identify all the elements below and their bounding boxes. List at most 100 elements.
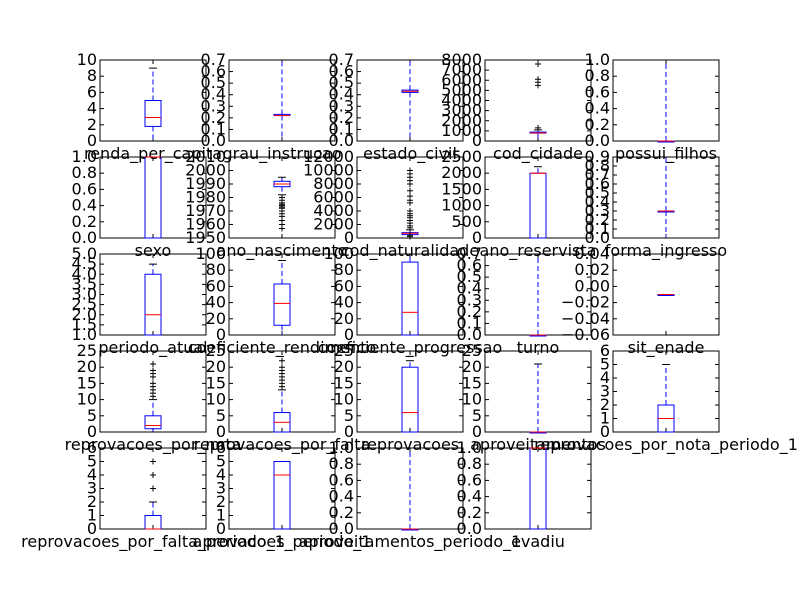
box	[273, 283, 291, 326]
x-axis-label: reprovacoes_por_nota	[65, 435, 242, 455]
y-tick-label: 0	[344, 325, 354, 344]
y-tick-label: 0.2	[585, 210, 610, 229]
flier-point	[407, 187, 413, 194]
y-tick-label: 1.0	[72, 325, 97, 344]
x-axis-label: ano_nascimento	[217, 241, 348, 261]
y-tick-label: 0	[344, 422, 354, 441]
y-tick-label: 10	[206, 390, 226, 409]
y-tick-label: 0.1	[201, 119, 226, 138]
x-axis-label: estado_civil	[363, 144, 457, 164]
y-tick-label: 0.00	[574, 276, 610, 295]
flier-point	[279, 225, 285, 232]
x-axis-label: reprovacoes_por_falta	[194, 435, 371, 455]
y-tick-label: 0.4	[329, 85, 354, 104]
y-tick-label: 2000	[441, 163, 482, 182]
y-tick-label: 2.5	[72, 295, 97, 314]
flier-point	[150, 360, 156, 367]
y-tick-label: 5	[87, 452, 97, 471]
y-tick-label: −0.06	[561, 325, 610, 344]
y-tick-label: 0.0	[585, 131, 610, 150]
y-tick-label: 0.0	[72, 228, 97, 247]
y-tick-label: 6	[87, 438, 97, 457]
subplot-23: 0.00.20.40.60.81.0aproveitamentos_period…	[299, 438, 522, 552]
subplot-14: 0.00.10.20.30.40.50.60.7 turno	[457, 244, 592, 357]
y-tick-label: 4	[216, 465, 226, 484]
flier-point	[407, 208, 413, 214]
y-tick-label: 0.7	[201, 50, 226, 69]
y-tick-label: 4000	[441, 91, 482, 110]
y-tick-label: 0.8	[585, 66, 610, 85]
y-tick-label: 1	[600, 409, 610, 428]
y-tick-label: 8000	[313, 174, 354, 193]
x-axis-label: periodo_atual	[98, 338, 207, 358]
flier-point	[279, 364, 285, 371]
x-axis-label: reprovacoes_por_falta_periodo_1	[21, 532, 285, 552]
y-tick-label: 0	[472, 422, 482, 441]
flier-point	[150, 458, 156, 465]
y-tick-label: 20	[206, 357, 226, 376]
y-tick-label: 2	[216, 492, 226, 511]
y-tick-label: 0.4	[329, 487, 354, 506]
y-tick-label: 0.02	[574, 260, 610, 279]
y-tick-label: 10	[77, 50, 97, 69]
y-tick-label: 0.3	[457, 290, 482, 309]
y-tick-label: 3000	[441, 101, 482, 120]
y-tick-label: 20	[334, 357, 354, 376]
y-tick-label: 1000	[441, 196, 482, 215]
y-tick-label: −0.04	[561, 309, 610, 328]
y-tick-label: 4	[87, 465, 97, 484]
y-tick-label: 2	[87, 115, 97, 134]
x-axis-label: possui_filhos	[615, 144, 717, 164]
y-tick-label: 10	[462, 390, 482, 409]
y-tick-label: 0.6	[585, 174, 610, 193]
subplot-6: 0.00.20.40.60.81.0 sexo	[72, 147, 207, 260]
y-tick-label: 20	[206, 309, 226, 328]
y-tick-label: 60	[206, 276, 226, 295]
y-tick-label: 0.2	[585, 115, 610, 134]
y-tick-label: 0.2	[329, 503, 354, 522]
y-tick-label: 3	[87, 479, 97, 498]
y-tick-label: 4000	[313, 201, 354, 220]
y-tick-label: 0.0	[201, 131, 226, 150]
y-tick-label: 40	[334, 293, 354, 312]
x-axis-label: reprovacoes_por_nota_periodo_1	[534, 435, 798, 455]
x-axis-label: aproveitamentos_periodo_1	[299, 532, 522, 552]
y-tick-label: 0.4	[457, 487, 482, 506]
x-axis-label: cod_naturalidade	[341, 241, 479, 261]
flier-point	[407, 193, 413, 200]
y-tick-label: 0.3	[329, 96, 354, 115]
y-tick-label: 7000	[441, 60, 482, 79]
y-tick-label: 6	[87, 82, 97, 101]
y-tick-label: 2	[87, 492, 97, 511]
subplot-8: 020004000600080001000012000cod_naturalid…	[303, 147, 479, 261]
y-tick-label: 0.1	[585, 219, 610, 238]
y-tick-label: 0.1	[329, 119, 354, 138]
y-tick-label: 0	[87, 131, 97, 150]
y-tick-label: 80	[206, 260, 226, 279]
y-tick-label: 1960	[185, 215, 226, 234]
y-tick-label: 15	[77, 373, 97, 392]
y-tick-label: 0.2	[329, 108, 354, 127]
y-tick-label: 1.0	[72, 147, 97, 166]
y-tick-label: 0.5	[585, 183, 610, 202]
y-tick-label: 0	[472, 131, 482, 150]
subplot-3: 0.00.10.20.30.40.50.60.7 estado_civil	[329, 50, 464, 164]
y-tick-label: 0.7	[329, 50, 354, 69]
y-tick-label: 0.5	[457, 267, 482, 286]
y-tick-label: 0.5	[329, 73, 354, 92]
y-tick-label: 0.4	[457, 279, 482, 298]
y-tick-label: 25	[334, 341, 354, 360]
y-tick-label: 0.8	[457, 454, 482, 473]
x-axis-label: ano_reservista	[480, 241, 597, 261]
y-tick-label: 1950	[185, 228, 226, 247]
x-axis-label: cod_cidade	[493, 144, 583, 164]
y-tick-label: 0.6	[329, 470, 354, 489]
flier-point	[535, 61, 541, 68]
flier-point	[150, 380, 156, 387]
y-tick-label: 6000	[313, 188, 354, 207]
